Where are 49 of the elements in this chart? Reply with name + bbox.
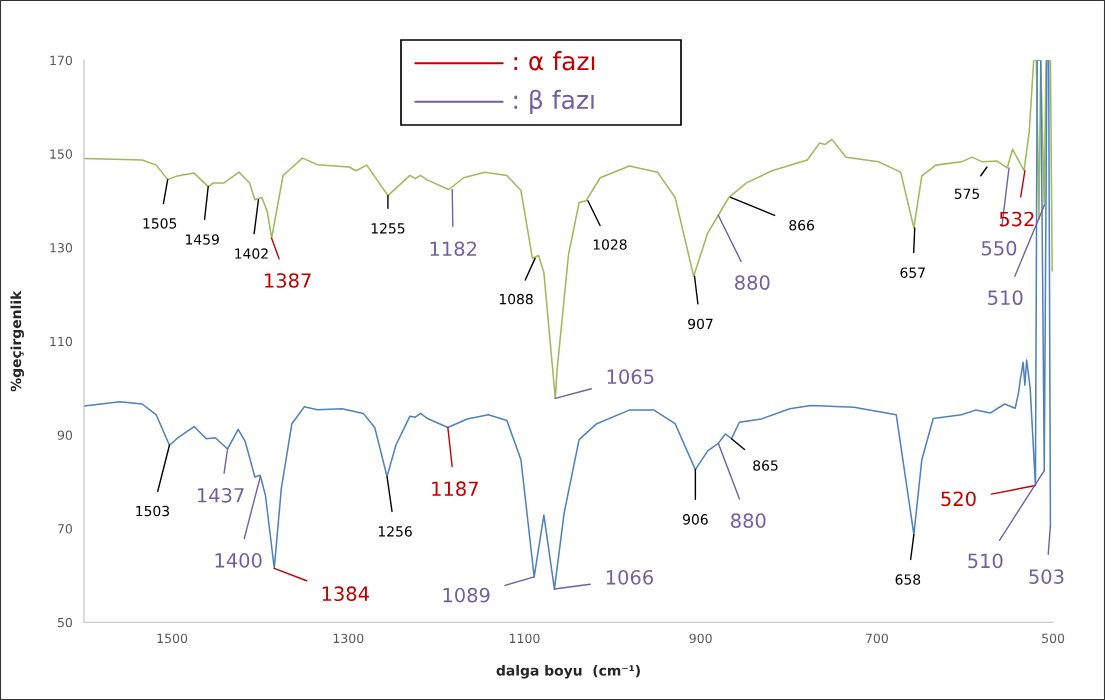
annotation: 1066 [606, 569, 653, 585]
annotation: 503 [1029, 569, 1064, 584]
annotation: 866 [789, 219, 814, 231]
annotation: 907 [688, 318, 713, 330]
annotation: : α fazı [514, 51, 595, 71]
y-tick-label: 110 [50, 336, 73, 347]
annotation: 906 [683, 514, 708, 525]
y-tick-label: 170 [50, 55, 73, 66]
annotation: 1437 [197, 487, 244, 503]
y-tick-label: 90 [57, 430, 73, 440]
annotation: 510 [988, 290, 1023, 306]
annotation: 1065 [607, 369, 654, 385]
y-tick-label: 50 [57, 617, 73, 628]
annotation: 575 [954, 188, 980, 200]
annotation: 1459 [186, 234, 219, 245]
annotation: 658 [895, 574, 921, 585]
annotation: 1255 [371, 223, 405, 234]
annotation: 1387 [265, 273, 311, 288]
annotation: 880 [731, 513, 766, 529]
annotation: 1400 [215, 553, 262, 568]
x-tick-label: 1500 [157, 633, 188, 644]
y-tick-label: 70 [57, 524, 73, 534]
annotation: 1182 [430, 241, 477, 257]
annotation: 1505 [143, 218, 177, 229]
x-tick-label: 700 [865, 633, 888, 644]
y-tick-label: 130 [50, 243, 73, 253]
annotation: 1384 [322, 586, 369, 602]
annotation: 1503 [136, 505, 169, 517]
annotation: 1088 [499, 293, 533, 305]
annotation: 1256 [378, 526, 412, 537]
y-axis-title: %geçirgenlik [10, 290, 25, 392]
x-tick-label: 500 [1042, 633, 1065, 644]
annotation: 1402 [235, 248, 268, 259]
annotation: 532 [999, 211, 1034, 227]
annotation: 1187 [432, 481, 478, 497]
annotation: 1089 [443, 587, 490, 603]
annotation: 657 [900, 267, 925, 278]
x-tick-label: 900 [689, 633, 712, 644]
annotation: 865 [753, 460, 778, 471]
annotation: 510 [968, 553, 1003, 569]
annotation: : β fazı [514, 89, 594, 114]
y-tick-label: 150 [50, 149, 73, 159]
annotation: 880 [735, 275, 770, 290]
x-tick-label: 1100 [509, 633, 540, 644]
annotation: 1028 [593, 239, 627, 250]
x-axis-title: dalga boyu (cm⁻¹) [496, 664, 640, 679]
x-tick-label: 1300 [333, 633, 364, 644]
annotation: 520 [941, 491, 976, 507]
annotation: 550 [981, 240, 1017, 256]
